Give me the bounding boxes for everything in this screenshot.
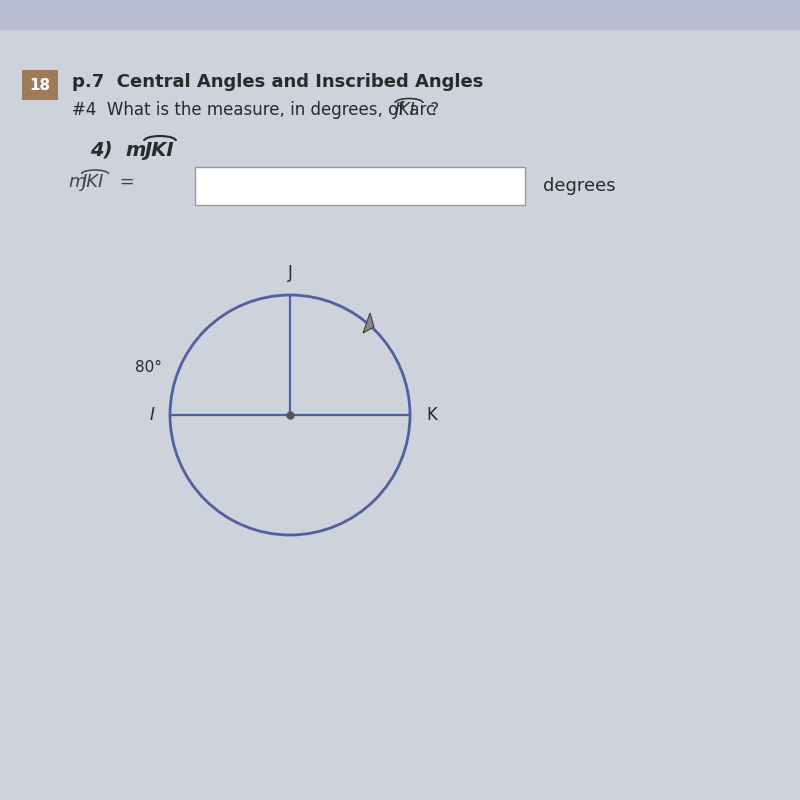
Text: =: = (114, 173, 135, 191)
Text: 4)  m: 4) m (90, 141, 146, 159)
Text: JKI: JKI (144, 141, 174, 159)
Text: K: K (426, 406, 437, 424)
Text: 80°: 80° (135, 359, 162, 374)
Text: p.7  Central Angles and Inscribed Angles: p.7 Central Angles and Inscribed Angles (72, 73, 483, 91)
FancyBboxPatch shape (195, 167, 525, 205)
Text: ?: ? (425, 101, 439, 119)
Text: m: m (68, 173, 86, 191)
Text: 18: 18 (30, 78, 50, 93)
Bar (0, 0, 800, 30)
FancyBboxPatch shape (22, 70, 58, 100)
Text: #4  What is the measure, in degrees, of arc: #4 What is the measure, in degrees, of a… (72, 101, 440, 119)
Text: degrees: degrees (543, 177, 616, 195)
Text: JKI: JKI (82, 173, 104, 191)
Polygon shape (363, 313, 374, 333)
Text: JKI: JKI (395, 101, 416, 119)
Text: I: I (149, 406, 154, 424)
Text: J: J (287, 264, 293, 282)
